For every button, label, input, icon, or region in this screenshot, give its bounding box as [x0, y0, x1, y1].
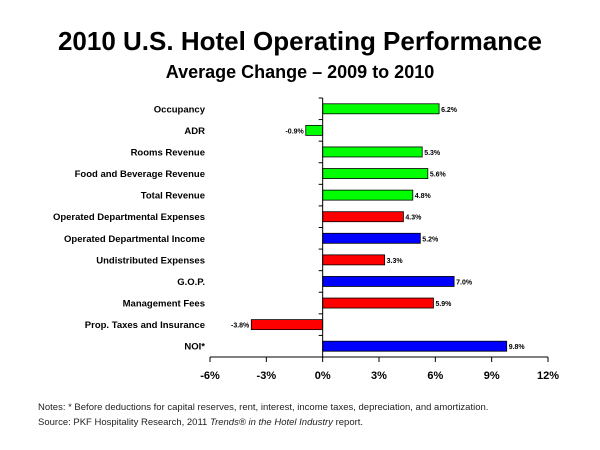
source-suffix: report.: [332, 417, 364, 428]
category-label: NOI*: [184, 342, 205, 353]
data-label: 4.8%: [415, 193, 432, 200]
bar: [322, 232, 421, 244]
data-label: 6.2%: [441, 107, 458, 114]
bar: [322, 146, 423, 158]
data-label: 5.3%: [424, 150, 441, 157]
category-label: Operated Departmental Income: [64, 234, 205, 245]
source-line: Source: PKF Hospitality Research, 2011 T…: [38, 415, 488, 430]
category-label: Prop. Taxes and Insurance: [85, 320, 205, 331]
x-tick-label: 0%: [315, 370, 331, 382]
category-label: ADR: [184, 126, 205, 137]
bar: [322, 297, 434, 309]
bar: [250, 319, 324, 331]
data-label: 7.0%: [456, 279, 473, 286]
bar: [305, 124, 324, 136]
x-tick-label: 9%: [484, 370, 500, 382]
x-tick-label: 3%: [371, 370, 387, 382]
data-label: -0.9%: [285, 128, 304, 135]
category-label: Occupancy: [154, 104, 206, 115]
category-label: G.O.P.: [177, 277, 205, 288]
x-tick-label: 12%: [537, 370, 559, 382]
data-label: 4.3%: [405, 215, 422, 222]
footnote: Notes: * Before deductions for capital r…: [38, 402, 489, 413]
x-tick-label: 6%: [427, 370, 443, 382]
bar: [322, 340, 508, 352]
chart-subtitle: Average Change – 2009 to 2010: [165, 62, 435, 82]
bar: [322, 211, 404, 223]
data-label: 9.8%: [509, 344, 526, 351]
data-label: 3.3%: [387, 258, 404, 265]
data-label: 5.6%: [430, 172, 447, 179]
category-label: Management Fees: [123, 299, 205, 310]
bar: [322, 276, 455, 287]
category-label: Undistributed Expenses: [96, 255, 205, 266]
bar: [322, 254, 386, 266]
category-label: Food and Beverage Revenue: [75, 169, 205, 180]
category-label: Total Revenue: [141, 191, 205, 202]
bar: [322, 189, 414, 201]
bar: [322, 168, 429, 179]
category-label: Rooms Revenue: [131, 147, 205, 158]
bar: [322, 103, 440, 115]
chart-notes: Notes: * Before deductions for capital r…: [38, 400, 488, 430]
x-tick-label: -3%: [257, 370, 277, 382]
data-label: -3.8%: [231, 323, 250, 330]
chart-title: 2010 U.S. Hotel Operating Performance: [57, 26, 543, 56]
data-label: 5.2%: [422, 236, 439, 243]
data-label: 5.9%: [435, 301, 452, 308]
x-tick-label: -6%: [200, 370, 220, 382]
category-label: Operated Departmental Expenses: [53, 212, 205, 223]
source-prefix: Source: PKF Hospitality Research, 2011: [38, 417, 210, 428]
source-report-title: Trends® in the Hotel Industry: [209, 417, 333, 428]
